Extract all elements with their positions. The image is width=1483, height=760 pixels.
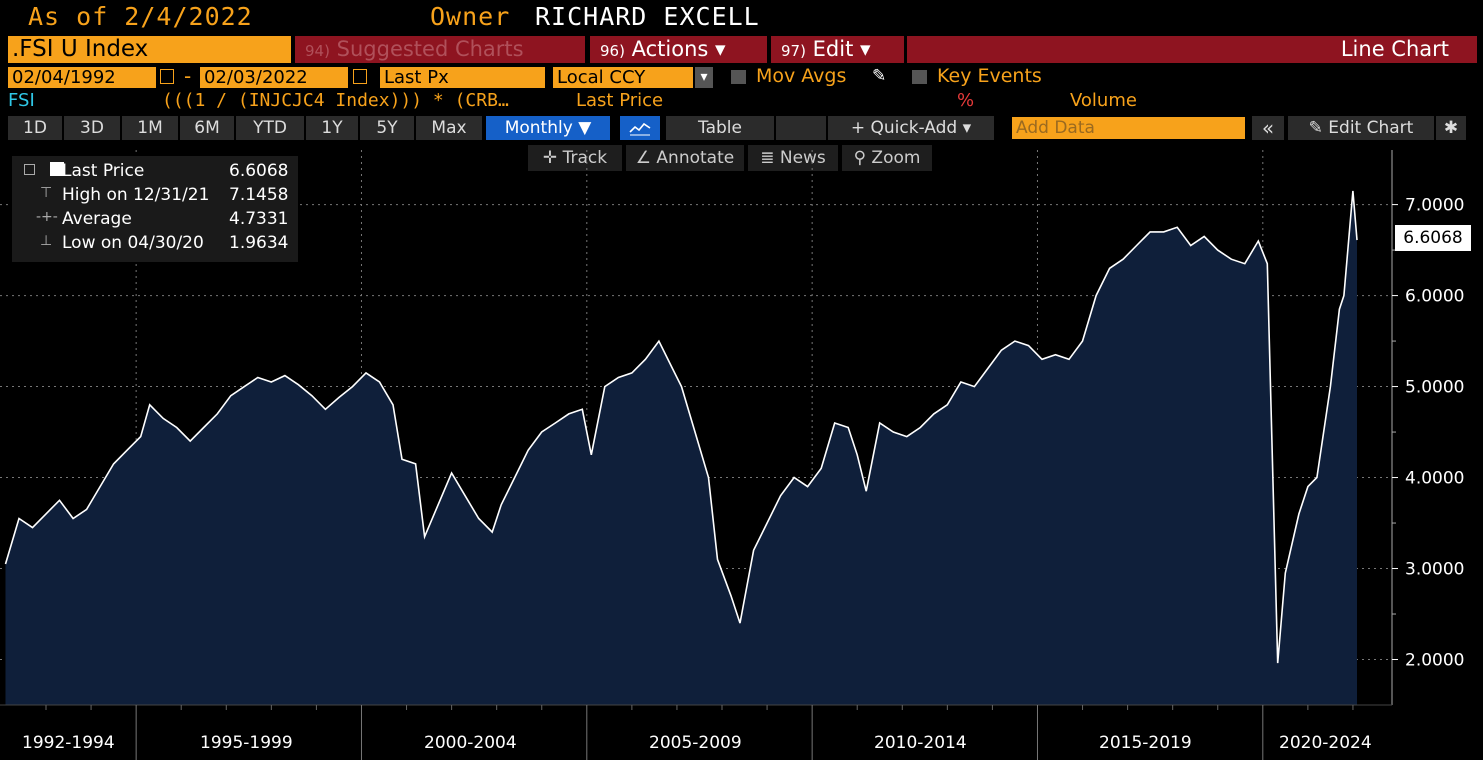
period-5y[interactable]: 5Y xyxy=(360,116,414,140)
quick-add-button[interactable]: + Quick-Add ▾ xyxy=(828,116,994,140)
y-tick-label: 3.0000 xyxy=(1405,560,1464,580)
track-tool[interactable]: ✛ Track xyxy=(528,145,622,171)
security-name: FSI xyxy=(8,90,35,111)
x-period-separators xyxy=(45,705,1354,760)
actions-label: Actions ▾ xyxy=(631,37,726,61)
line-chart-icon[interactable] xyxy=(620,116,660,140)
field-select[interactable]: Last Px xyxy=(380,67,545,88)
frequency-select[interactable]: Monthly ▼ xyxy=(486,116,610,140)
y-tick-label: 5.0000 xyxy=(1405,378,1464,398)
actions-menu[interactable]: 96) Actions ▾ xyxy=(590,36,767,63)
edit-number: 97) xyxy=(781,42,806,60)
period-3d[interactable]: 3D xyxy=(64,116,120,140)
key-events-label: Key Events xyxy=(937,65,1042,87)
suggested-charts-number: 94) xyxy=(305,42,330,60)
date-separator: - xyxy=(184,64,192,88)
last-price-value: 6.6068 xyxy=(229,161,289,181)
x-label-2020-2024: 2020-2024 xyxy=(1279,733,1372,753)
y-tick-label: 6.0000 xyxy=(1405,287,1464,307)
collapse-box-icon[interactable] xyxy=(24,164,35,175)
edit-chart-button[interactable]: ✎ Edit Chart xyxy=(1288,116,1434,140)
stats-legend: Last Price 6.6068 ⊤ High on 12/31/21 7.1… xyxy=(12,156,298,262)
mov-avgs-label: Mov Avgs xyxy=(756,65,847,87)
ticker-field[interactable]: .FSI U Index xyxy=(8,36,291,63)
last-price-label: Last Price xyxy=(62,161,145,181)
actions-number: 96) xyxy=(600,42,625,60)
edit-menu[interactable]: 97) Edit ▾ xyxy=(771,36,904,63)
add-data-input[interactable]: Add Data xyxy=(1012,117,1245,139)
average-label: Average xyxy=(62,209,132,229)
edit-label: Edit ▾ xyxy=(812,37,871,61)
x-label-1992-1994: 1992-1994 xyxy=(22,733,115,753)
end-date-input[interactable]: 02/03/2022 xyxy=(200,67,348,88)
last-value-tag: 6.6068 xyxy=(1395,225,1471,251)
as-of-date: As of 2/4/2022 xyxy=(28,2,253,31)
suggested-charts-label: Suggested Charts xyxy=(336,37,524,61)
period-1m[interactable]: 1M xyxy=(122,116,178,140)
x-label-1995-1999: 1995-1999 xyxy=(200,733,293,753)
x-label-2005-2009: 2005-2009 xyxy=(649,733,742,753)
period-1y[interactable]: 1Y xyxy=(306,116,358,140)
price-line xyxy=(4,190,1358,664)
x-label-2010-2014: 2010-2014 xyxy=(874,733,967,753)
y-tick-label: 7.0000 xyxy=(1405,196,1464,216)
toolbar-spacer xyxy=(776,116,826,140)
table-button[interactable]: Table xyxy=(666,116,774,140)
y-tick-label: 2.0000 xyxy=(1405,651,1464,671)
period-1d[interactable]: 1D xyxy=(8,116,62,140)
suggested-charts-button[interactable]: 94) Suggested Charts xyxy=(295,36,585,63)
volume-label: Volume xyxy=(1070,90,1137,111)
y-tick-group: 7.0000 6.0000 5.0000 4.0000 3.0000 2.0000 xyxy=(1392,196,1464,671)
calendar-icon[interactable] xyxy=(353,69,367,84)
low-label: Low on 04/30/20 xyxy=(62,233,204,253)
period-6m[interactable]: 6M xyxy=(180,116,234,140)
period-max[interactable]: Max xyxy=(416,116,482,140)
x-label-2015-2019: 2015-2019 xyxy=(1099,733,1192,753)
news-tool[interactable]: ≣ News xyxy=(748,145,838,171)
low-value: 1.9634 xyxy=(229,233,289,253)
high-marker-icon: ⊤ xyxy=(40,185,53,201)
high-value: 7.1458 xyxy=(229,185,289,205)
average-value: 4.7331 xyxy=(229,209,289,229)
annotate-tool[interactable]: ∠ Annotate xyxy=(626,145,744,171)
chevron-down-icon[interactable]: ▾ xyxy=(695,67,713,88)
y-tick-label: 4.0000 xyxy=(1405,469,1464,489)
x-label-2000-2004: 2000-2004 xyxy=(424,733,517,753)
field-label: Last Price xyxy=(576,90,664,111)
collapse-icon[interactable]: « xyxy=(1252,116,1284,140)
zoom-tool[interactable]: ⚲ Zoom xyxy=(842,145,932,171)
owner-label: Owner xyxy=(430,2,511,31)
period-ytd[interactable]: YTD xyxy=(236,116,304,140)
key-events-checkbox[interactable] xyxy=(912,70,927,84)
pencil-icon[interactable]: ✎ xyxy=(872,66,887,86)
low-marker-icon: ⊥ xyxy=(40,233,53,249)
high-label: High on 12/31/21 xyxy=(62,185,210,205)
percent-label: % xyxy=(957,90,975,111)
price-area xyxy=(5,190,1357,705)
gear-icon[interactable]: ✱ xyxy=(1436,116,1466,140)
calendar-icon[interactable] xyxy=(160,69,174,84)
owner-name: RICHARD EXCELL xyxy=(535,2,760,31)
currency-select[interactable]: Local CCY xyxy=(553,67,693,88)
formula-text: (((1 / (INJCJC4 Index))) * (CRB… xyxy=(162,90,509,111)
mov-avgs-checkbox[interactable] xyxy=(731,70,746,84)
average-marker-icon: -+- xyxy=(36,209,58,225)
start-date-input[interactable]: 02/04/1992 xyxy=(8,67,156,88)
chart-type-title: Line Chart xyxy=(907,36,1477,63)
series-swatch xyxy=(50,162,64,176)
price-chart[interactable]: 7.0000 6.0000 5.0000 4.0000 3.0000 2.0000 xyxy=(0,140,1483,760)
